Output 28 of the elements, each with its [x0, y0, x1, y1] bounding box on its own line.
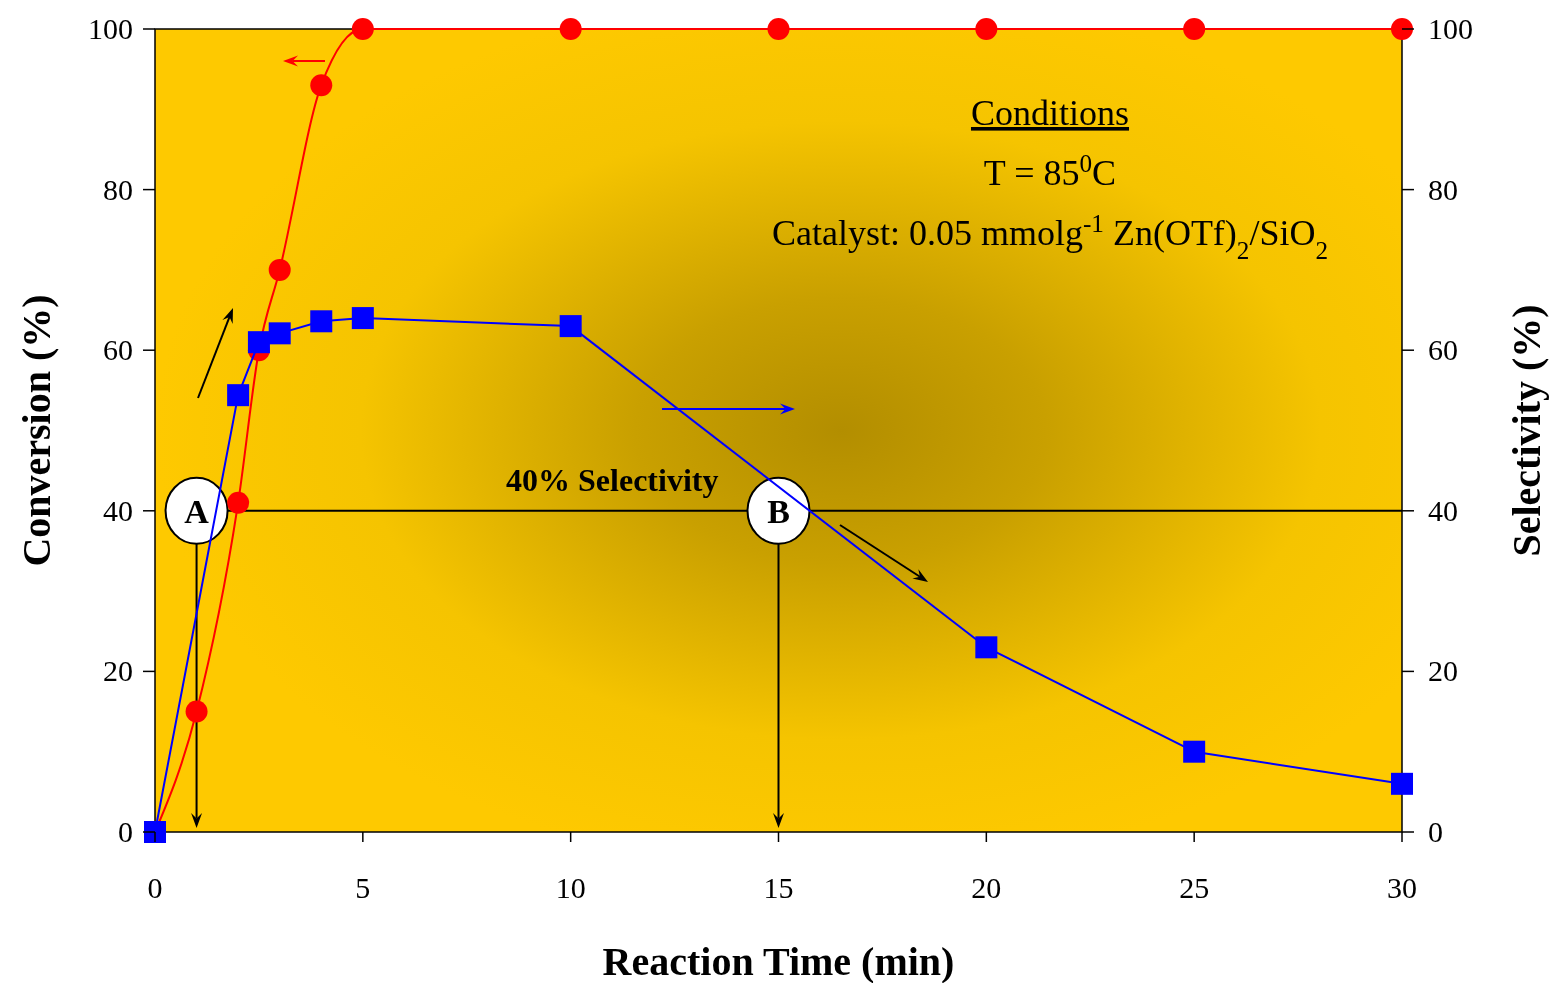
annotation: B	[767, 492, 790, 530]
x-tick-label: 10	[555, 871, 586, 904]
annotation: A	[184, 492, 210, 530]
x-tick-label: 30	[1387, 871, 1417, 904]
y2-tick-label: 100	[1428, 12, 1473, 45]
annotation: Conditions	[970, 93, 1130, 133]
x-axis-title: Reaction Time (min)	[602, 939, 955, 983]
x-tick-label: 20	[971, 871, 1002, 904]
y2-tick-label: 20	[1428, 654, 1458, 688]
y2-tick-label: 40	[1428, 493, 1458, 527]
y-tick-label: 0	[118, 815, 133, 848]
x-tick-label: 5	[355, 871, 371, 904]
y-tick-label: 80	[103, 172, 133, 206]
annotation: T = 85$^{0}$C	[983, 149, 1117, 193]
x-tick-label: 0	[147, 871, 163, 904]
y-tick-label: 20	[103, 654, 133, 688]
y2-tick-label: 60	[1428, 333, 1458, 367]
ref-line-label: 40% Selectivity	[506, 461, 719, 498]
y-tick-label: 60	[103, 333, 133, 367]
y2-axis-title: Selectivity (%)	[1504, 304, 1549, 557]
y-tick-label: 100	[88, 12, 133, 45]
annotation: Catalyst: 0.05 mmolg$^{-1}$ Zn(OTf)$_{2}$/SiO$_{2}$	[771, 209, 1329, 264]
x-tick-label: 25	[1179, 871, 1210, 904]
y2-tick-label: 0	[1428, 815, 1443, 848]
x-tick-label: 15	[763, 871, 794, 904]
y2-tick-label: 80	[1428, 172, 1458, 206]
y-axis-title: Conversion (%)	[14, 294, 59, 567]
y-tick-label: 40	[103, 493, 133, 527]
